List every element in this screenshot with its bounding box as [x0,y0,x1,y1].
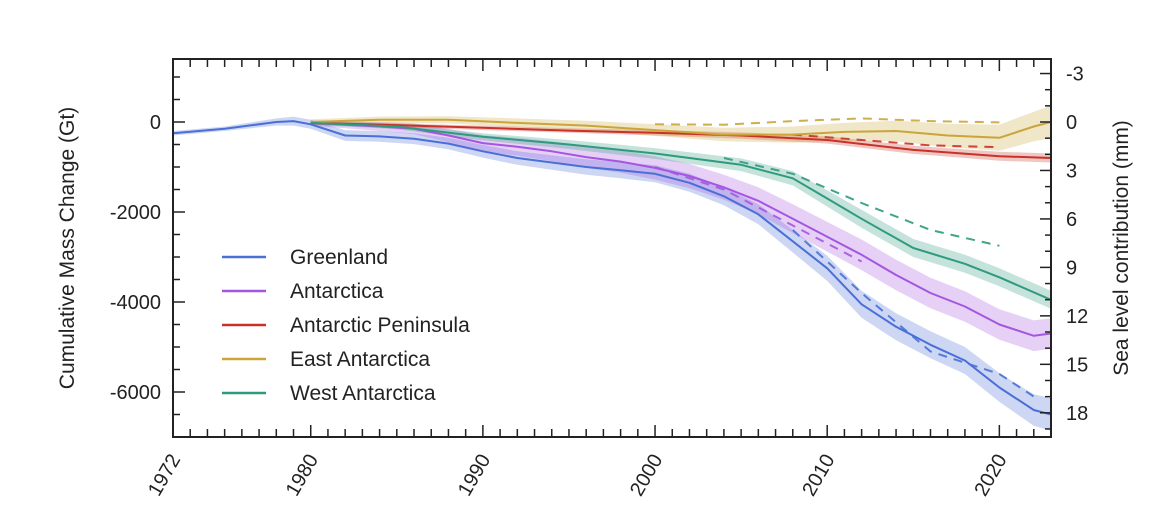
y-left-tick-label: -6000 [110,382,161,404]
y-left-tick-label: -4000 [110,292,161,314]
y-right-tick-label: 3 [1066,160,1077,182]
antarctica-uncertainty-band [310,120,1051,352]
x-tick-label: 1972 [144,451,185,501]
x-tick-label: 2000 [626,451,667,501]
antarctica-line [310,121,1051,337]
y-right-tick-label: 0 [1066,112,1077,134]
y-right-axis-title: Sea level contribution (mm) [1110,120,1133,376]
legend-label-east-antarctica: East Antarctica [290,348,430,371]
west-antarctica-line [310,121,1051,301]
series-lines [173,118,1051,416]
y-right-tick-label: 15 [1066,354,1088,376]
x-tick-label: 2020 [970,451,1011,501]
x-tick-label: 2010 [798,451,839,501]
y-left-tick-label: 0 [150,112,161,134]
antarctic-peninsula-line [310,121,1051,159]
y-right-tick-label: 18 [1066,403,1088,425]
y-right-tick-label: 6 [1066,209,1077,231]
y-left-tick-labels: 0 -2000 -4000 -6000 [110,112,161,404]
dashed-reference-line-1 [792,229,1035,398]
legend-label-west-antarctica: West Antarctica [290,382,436,405]
x-tick-labels: 1972 1980 1990 2000 2010 2020 [144,451,1012,501]
legend-label-antarctica: Antarctica [290,280,384,303]
plot-frame [172,58,1052,438]
legend-label-greenland: Greenland [290,246,388,269]
axis-ticks [172,59,1052,438]
y-right-tick-label: -3 [1066,64,1084,86]
dashed-reference-lines [654,117,1035,398]
east-antarctica-uncertainty-band [310,105,1051,151]
x-tick-label: 1990 [454,451,495,501]
y-right-tick-label: 9 [1066,257,1077,279]
legend-label-antarctic-peninsula: Antarctic Peninsula [290,314,470,337]
y-left-axis-title: Cumulative Mass Change (Gt) [56,107,79,389]
y-left-tick-label: -2000 [110,202,161,224]
x-tick-label: 1980 [282,451,323,501]
dashed-reference-line-3 [792,133,1000,149]
legend: Greenland Antarctica Antarctic Peninsula Ea… [222,246,470,405]
east-antarctica-line [310,118,1051,139]
greenland-line [173,120,1051,416]
west-antarctica-uncertainty-band [310,121,1051,309]
dashed-reference-line-5 [723,157,1000,247]
y-right-tick-labels: -3 0 3 6 9 12 15 18 [1066,64,1088,425]
y-right-tick-label: 12 [1066,306,1088,328]
dashed-reference-line-2 [654,166,863,263]
